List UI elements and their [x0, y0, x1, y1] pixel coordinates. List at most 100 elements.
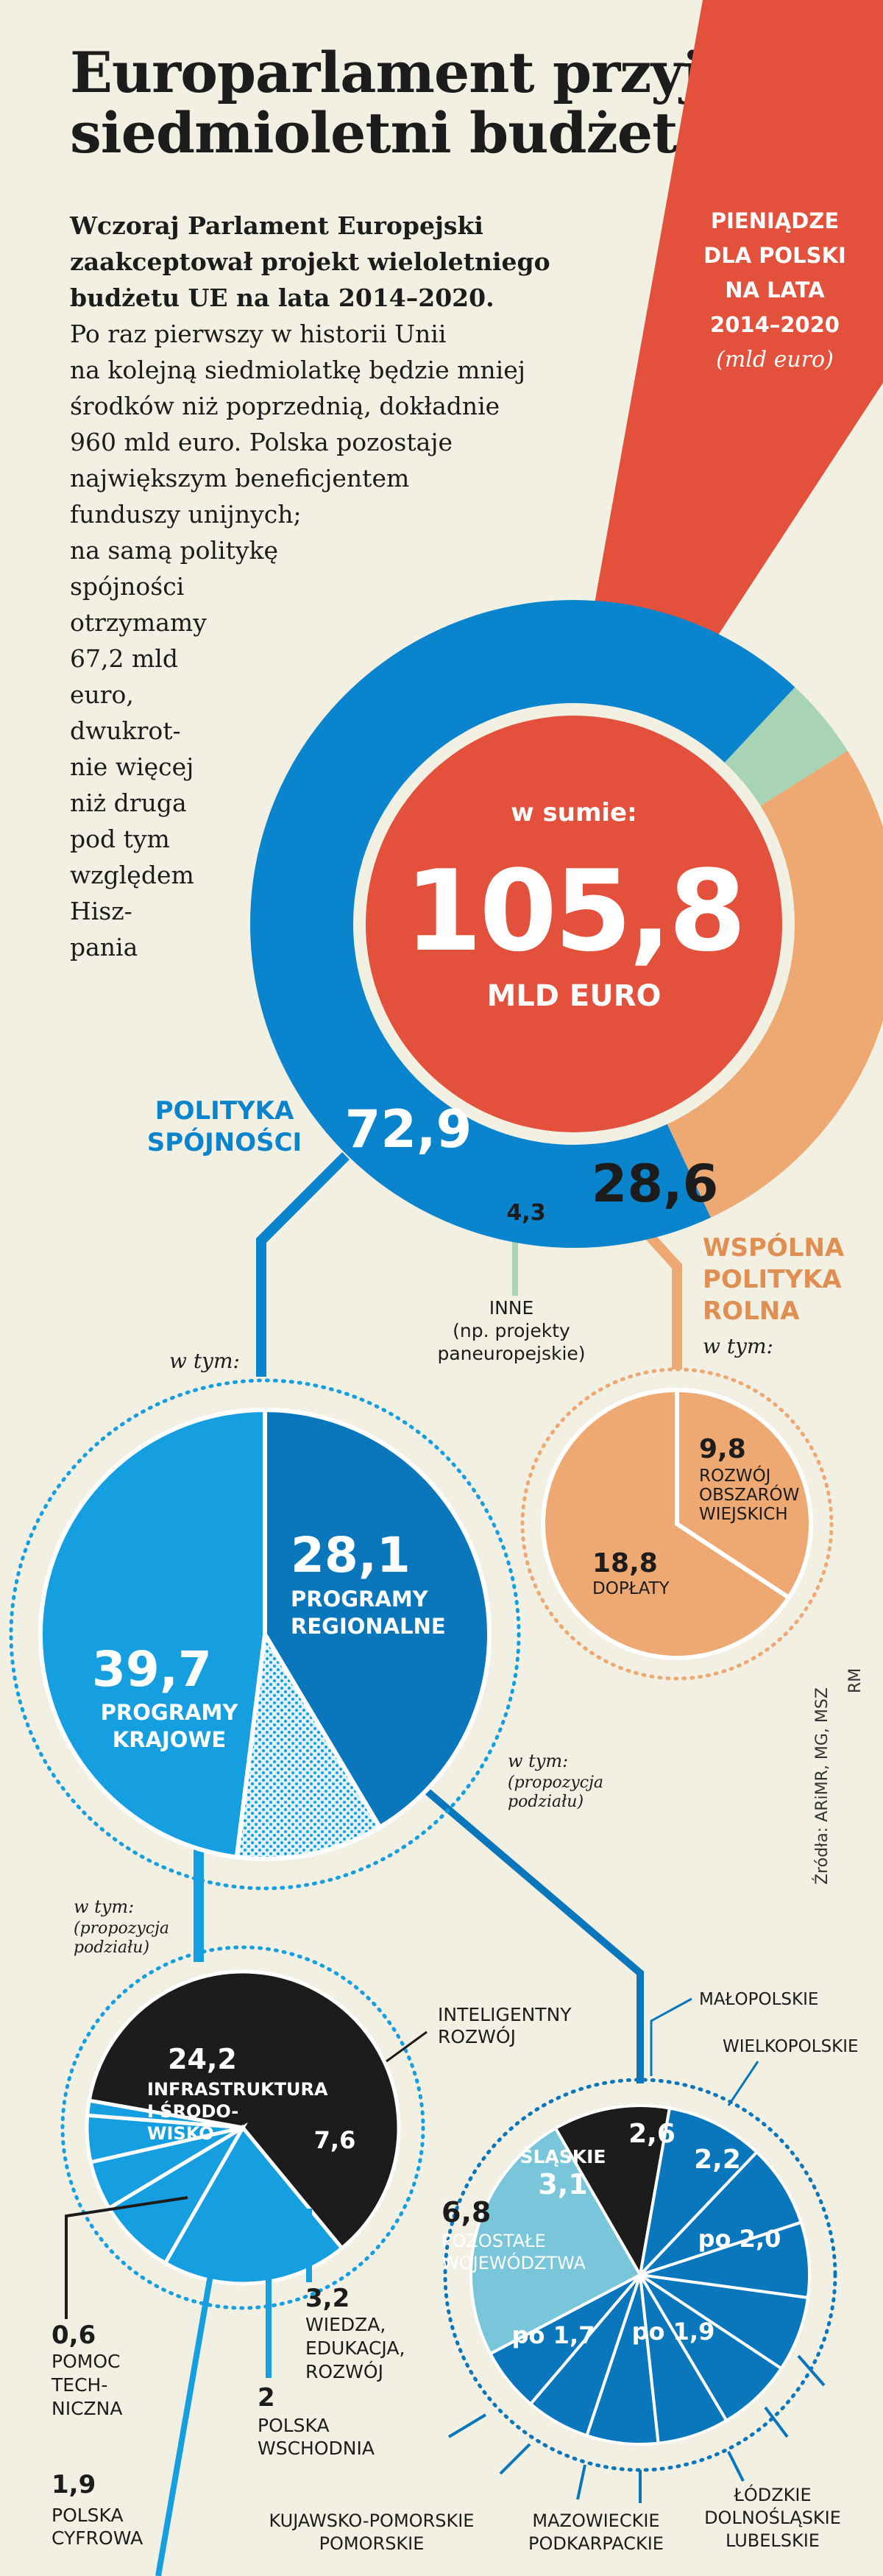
infrastruktura-value: 24,2	[168, 2043, 237, 2075]
intro-text: Wczoraj Parlament Europejski zaakceptowa…	[70, 208, 550, 965]
pomorskie-leader	[447, 2413, 487, 2438]
cyfrowa-leader	[155, 2215, 224, 2576]
slaskie-label: ŚLĄSKIE	[519, 2145, 606, 2167]
regionalne-w-tym: w tym:	[508, 1751, 568, 1771]
arrow-label-line: DLA POLSKI	[703, 243, 846, 268]
lodzkie-label-line: DOLNOŚLĄSKIE	[704, 2506, 841, 2528]
rolna-label: WSPÓLNA POLITYKA ROLNA	[703, 1232, 845, 1326]
lubelskie-leader	[727, 2451, 745, 2482]
arrow-band	[581, 0, 883, 766]
pozostale-value: 6,8	[442, 2196, 491, 2229]
slaskie-value: 3,1	[538, 2168, 587, 2201]
inne-label-line: INNE	[489, 1297, 534, 1319]
inne-label-line: (np. projekty	[453, 1320, 570, 1341]
spojnosc-w-tym: w tym:	[169, 1349, 240, 1373]
spojnosc-label: POLITYKA	[155, 1096, 294, 1126]
arrow-label: PIENIĄDZE DLA POLSKI NA LATA 2014–2020	[703, 208, 846, 337]
dolnoslaskie-leader	[764, 2406, 789, 2438]
slice-inteligentny-rozwoj	[163, 2124, 345, 2286]
regionalne-note: (propozycja	[508, 1774, 603, 1792]
inteligentny-label: INTELIGENTNY	[438, 2004, 572, 2025]
krajowe-w-tym: w tym:	[74, 1896, 134, 1917]
wschodnia-value: 2	[258, 2383, 275, 2413]
mazowieckie-label-line: MAZOWIECKIE	[532, 2510, 659, 2531]
connector-rolna	[636, 1222, 682, 1369]
pomoc-label-line: POMOC	[52, 2351, 120, 2372]
wschodnia-label: WSCHODNIA	[258, 2438, 375, 2459]
podkarpackie-leader	[576, 2464, 586, 2500]
regionalne-label: REGIONALNE	[291, 1614, 446, 1639]
malopolskie-leader	[650, 1997, 692, 2076]
intro-body-line: na kolejną siedmiolatkę będzie mniej	[70, 356, 525, 384]
total-value: 105,8	[405, 846, 744, 976]
slice-programy-regionalne	[263, 1407, 492, 1831]
kujawskie-value: po 1,7	[512, 2321, 595, 2349]
slice-doplaty	[541, 1387, 792, 1660]
intro-lead-line: Wczoraj Parlament Europejski	[70, 211, 483, 240]
rolna-w-tym: w tym:	[703, 1334, 773, 1358]
intro-body-line: pania	[70, 933, 138, 961]
source-note: Źródła: ARiMR, MG, MSZ	[813, 1687, 831, 1885]
slice-region-7-1	[469, 2126, 642, 2356]
kujawskie-label: KUJAWSKO-POMORSKIE POMORSKIE	[269, 2510, 475, 2554]
rolna-label-line: WSPÓLNA	[703, 1232, 845, 1263]
intro-body-line: pod tym	[70, 825, 170, 853]
rolna-label-line: ROLNA	[703, 1296, 800, 1326]
intro-body-line: względem	[70, 861, 194, 889]
connector-regionalne	[387, 1757, 644, 2083]
inteligentny-label: ROZWÓJ	[438, 2025, 516, 2047]
wiedza-label-line: EDUKACJA,	[305, 2337, 405, 2359]
intro-body-line: 960 mld euro. Polska pozostaje	[70, 428, 453, 456]
malopolskie-label: MAŁOPOLSKIE	[699, 1990, 818, 2009]
pomoc-leader	[65, 2196, 188, 2319]
arrow-label-line: NA LATA	[725, 278, 825, 303]
slice-region-3-1	[639, 2150, 804, 2276]
wschodnia-label: POLSKA	[258, 2415, 330, 2436]
rolna-label-line: POLITYKA	[703, 1265, 842, 1294]
connector-spojnosc	[256, 1152, 350, 1377]
page-title: Europarlament przyjął siedmioletni budże…	[70, 43, 759, 163]
connector-lines	[194, 1152, 682, 2083]
rozwoj-label-line: OBSZARÓW	[699, 1484, 799, 1505]
arrow-label-line: PIENIĄDZE	[711, 208, 839, 233]
wielkopolskie-value: 2,2	[694, 2145, 741, 2175]
intro-body-line: na samą politykę	[70, 536, 279, 565]
spojnosc-value: 72,9	[345, 1099, 472, 1160]
total-unit: MLD EURO	[486, 979, 661, 1013]
slice-dotted-overlap	[234, 1627, 383, 1861]
lodzkie-leader	[797, 2354, 826, 2387]
inteligentny-value: 7,6	[314, 2126, 356, 2154]
wielkopolskie-label: WIELKOPOLSKIE	[723, 2037, 859, 2056]
infrastruktura-label: INFRASTRUKTURA I ŚRODO- WISKO	[147, 2079, 328, 2144]
pomoc-label-line: NICZNA	[52, 2398, 122, 2419]
kujawskie-leader	[499, 2443, 531, 2475]
lodzkie-value: po 2,0	[698, 2225, 781, 2253]
mazowieckie-label-line: PODKARPACKIE	[528, 2533, 664, 2554]
wiedza-label-line: ROZWÓJ	[305, 2360, 383, 2382]
malopolskie-value: 2,6	[628, 2119, 675, 2149]
cyfrowa-value: 1,9	[52, 2470, 96, 2499]
regionalne-note: podziału)	[508, 1793, 584, 1811]
pomoc-value: 0,6	[52, 2321, 96, 2350]
mazowieckie-label: MAZOWIECKIE PODKARPACKIE	[528, 2510, 664, 2554]
intro-body-line: 67,2 mld	[70, 644, 178, 673]
krajowe-note: podziału)	[74, 1938, 149, 1957]
rozwoj-label: ROZWÓJ OBSZARÓW WIEJSKICH	[699, 1465, 799, 1524]
lodzkie-label: ŁÓDZKIE DOLNOŚLĄSKIE LUBELSKIE	[704, 2483, 841, 2551]
intro-body-line: nie więcej	[70, 752, 194, 781]
rozwoj-value: 9,8	[699, 1434, 746, 1464]
intro-body-line: niż druga	[70, 788, 187, 817]
arrow-label-line: 2014–2020	[710, 312, 840, 337]
total-prefix: w sumie:	[511, 798, 636, 828]
slice-pomoc-techniczna	[85, 2098, 244, 2130]
pozostale-label: WOJEWÓDZTWA	[442, 2251, 586, 2273]
inne-label: INNE (np. projekty paneuropejskie)	[437, 1297, 585, 1364]
lodzkie-label-line: LUBELSKIE	[726, 2530, 820, 2551]
regionalne-value: 28,1	[291, 1527, 411, 1584]
cyfrowa-label: POLSKA	[52, 2505, 124, 2526]
inteligentny-leader	[386, 2030, 428, 2063]
infrastruktura-label-line: WISKO	[147, 2123, 214, 2144]
intro-body-line: spójności	[70, 572, 185, 601]
